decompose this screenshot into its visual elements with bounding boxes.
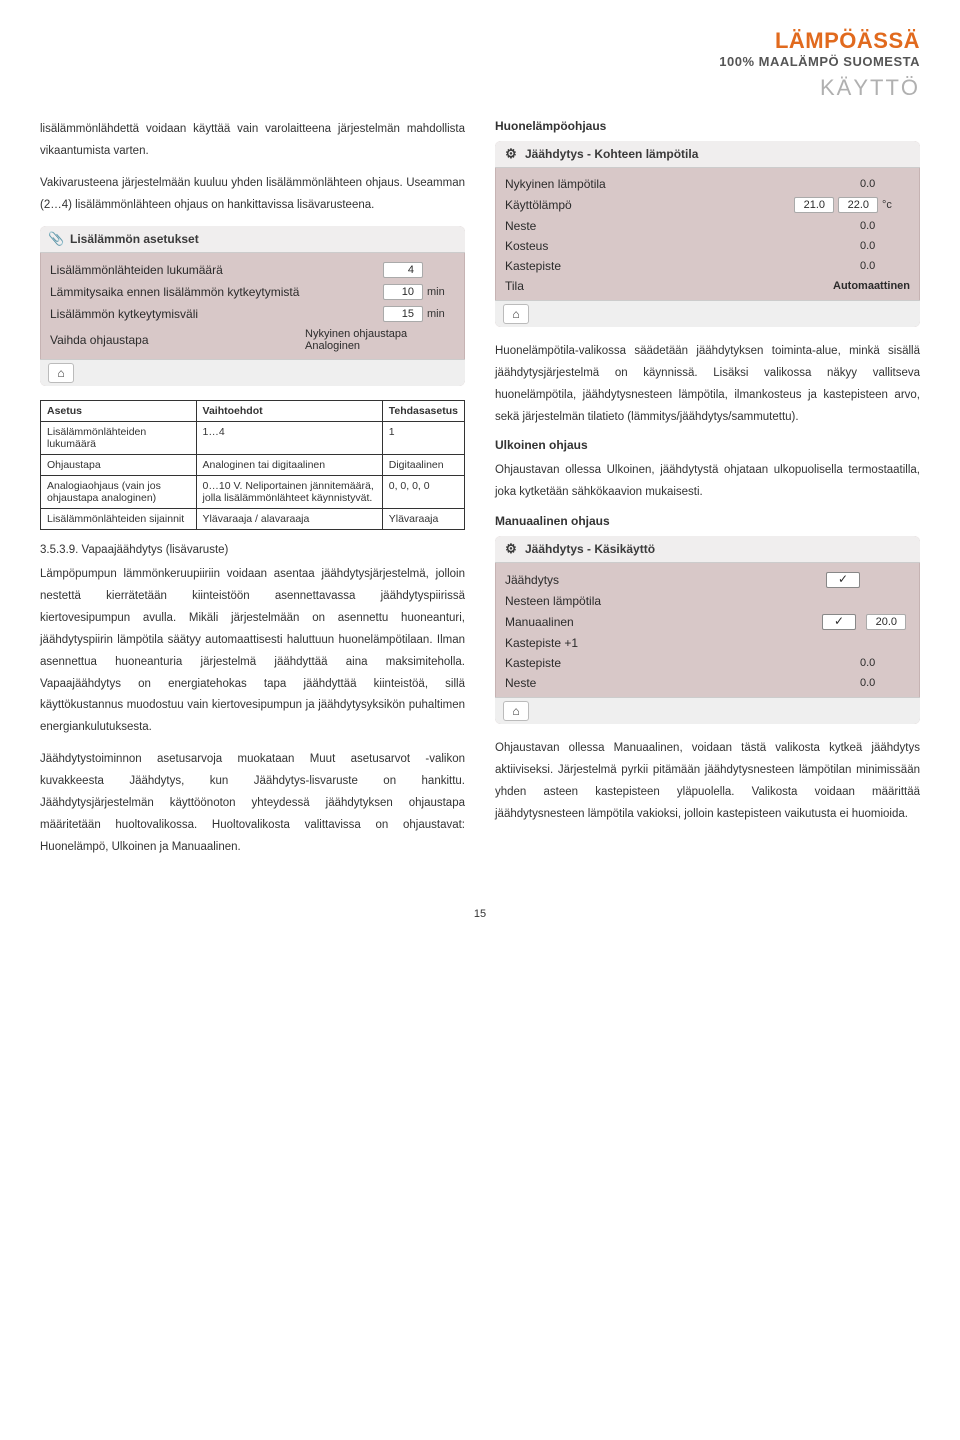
checkbox[interactable]: ✓: [822, 614, 856, 630]
para-right-3: Ohjaustavan ollessa Manuaalinen, voidaan…: [495, 738, 920, 825]
heading-manuaalinen: Manuaalinen ohjaus: [495, 514, 920, 528]
heading-huonelampo: Huonelämpöohjaus: [495, 119, 920, 133]
settings-table: Asetus Vaihtoehdot Tehdasasetus Lisälämm…: [40, 400, 465, 530]
table-row: Ohjaustapa Analoginen tai digitaalinen D…: [41, 455, 465, 476]
table-row: Analogiaohjaus (vain jos ohjaustapa anal…: [41, 476, 465, 509]
panel-row: Lämmitysaika ennen lisälämmön kytkeytymi…: [50, 281, 455, 303]
heading-ulkoinen: Ulkoinen ohjaus: [495, 438, 920, 452]
para-left-2: Vakivarusteena järjestelmään kuuluu yhde…: [40, 173, 465, 217]
two-columns: lisälämmönlähdettä voidaan käyttää vain …: [40, 119, 920, 868]
input-value[interactable]: 15: [383, 306, 423, 322]
brand-line2: 100% MAALÄMPÖ SUOMESTA: [40, 54, 920, 69]
panel-row: Neste 0.0: [505, 673, 910, 693]
page-number: 15: [40, 908, 920, 920]
panel-row-dual: Vaihda ohjaustapa Nykyinen ohjaustapa An…: [50, 325, 455, 355]
para-left-4: Jäähdytystoiminnon asetusarvoja muokataa…: [40, 749, 465, 858]
panel-jaahdytys-kasikaytto: ⚙ Jäähdytys - Käsikäyttö Jäähdytys ✓ Nes…: [495, 536, 920, 724]
panel-lisalammon: 📎 Lisälämmön asetukset Lisälämmönlähteid…: [40, 226, 465, 386]
panel-jaahdytys-kohteen: ⚙ Jäähdytys - Kohteen lämpötila Nykyinen…: [495, 141, 920, 327]
brand-block: LÄMPÖÄSSÄ 100% MAALÄMPÖ SUOMESTA: [40, 28, 920, 69]
panel-header: 📎 Lisälämmön asetukset: [40, 226, 465, 253]
panel-row: Nesteen lämpötila: [505, 591, 910, 611]
panel-row: Kastepiste 0.0: [505, 256, 910, 276]
panel-row: Neste 0.0: [505, 216, 910, 236]
para-right-2: Ohjaustavan ollessa Ulkoinen, jäähdytyst…: [495, 460, 920, 504]
input-value[interactable]: 21.0: [794, 197, 834, 213]
input-value[interactable]: 20.0: [866, 614, 906, 630]
panel-title: Jäähdytys - Kohteen lämpötila: [525, 147, 698, 161]
panel-header: ⚙ Jäähdytys - Käsikäyttö: [495, 536, 920, 563]
home-icon[interactable]: ⌂: [503, 701, 529, 721]
input-value[interactable]: 22.0: [838, 197, 878, 213]
panel-header: ⚙ Jäähdytys - Kohteen lämpötila: [495, 141, 920, 168]
panel-row: Kastepiste 0.0: [505, 653, 910, 673]
brand-line1: LÄMPÖÄSSÄ: [40, 28, 920, 54]
panel-row: Tila Automaattinen: [505, 276, 910, 296]
home-icon[interactable]: ⌂: [503, 304, 529, 324]
para-left-3: Lämpöpumpun lämmönkeruupiiriin voidaan a…: [40, 564, 465, 739]
panel-row: Lisälämmön kytkeytymisväli 15 min: [50, 303, 455, 325]
panel-row: Käyttölämpö 21.0 22.0 °c: [505, 194, 910, 216]
para-right-1: Huonelämpötila-valikossa säädetään jäähd…: [495, 341, 920, 428]
input-value[interactable]: 4: [383, 262, 423, 278]
input-value[interactable]: 10: [383, 284, 423, 300]
panel-title: Lisälämmön asetukset: [70, 232, 199, 246]
table-row: Lisälämmönlähteiden lukumäärä 1…4 1: [41, 422, 465, 455]
gear-icon: ⚙: [503, 541, 519, 557]
para-left-1: lisälämmönlähdettä voidaan käyttää vain …: [40, 119, 465, 163]
panel-row: Lisälämmönlähteiden lukumäärä 4: [50, 259, 455, 281]
clip-icon: 📎: [48, 231, 64, 247]
panel-row: Manuaalinen ✓ 20.0: [505, 611, 910, 633]
panel-row: Nykyinen lämpötila 0.0: [505, 174, 910, 194]
table-header-row: Asetus Vaihtoehdot Tehdasasetus: [41, 401, 465, 422]
left-column: lisälämmönlähdettä voidaan käyttää vain …: [40, 119, 465, 868]
subsection-heading: 3.5.3.9. Vapaajäähdytys (lisävaruste): [40, 544, 465, 556]
gear-icon: ⚙: [503, 146, 519, 162]
panel-title: Jäähdytys - Käsikäyttö: [525, 542, 655, 556]
checkbox[interactable]: ✓: [826, 572, 860, 588]
panel-row: Jäähdytys ✓: [505, 569, 910, 591]
panel-footer: ⌂: [40, 359, 465, 386]
home-icon[interactable]: ⌂: [48, 363, 74, 383]
panel-row: Kastepiste +1: [505, 633, 910, 653]
table-row: Lisälämmönlähteiden sijainnit Ylävaraaja…: [41, 509, 465, 530]
panel-row: Kosteus 0.0: [505, 236, 910, 256]
section-title: KÄYTTÖ: [40, 75, 920, 101]
right-column: Huonelämpöohjaus ⚙ Jäähdytys - Kohteen l…: [495, 119, 920, 868]
